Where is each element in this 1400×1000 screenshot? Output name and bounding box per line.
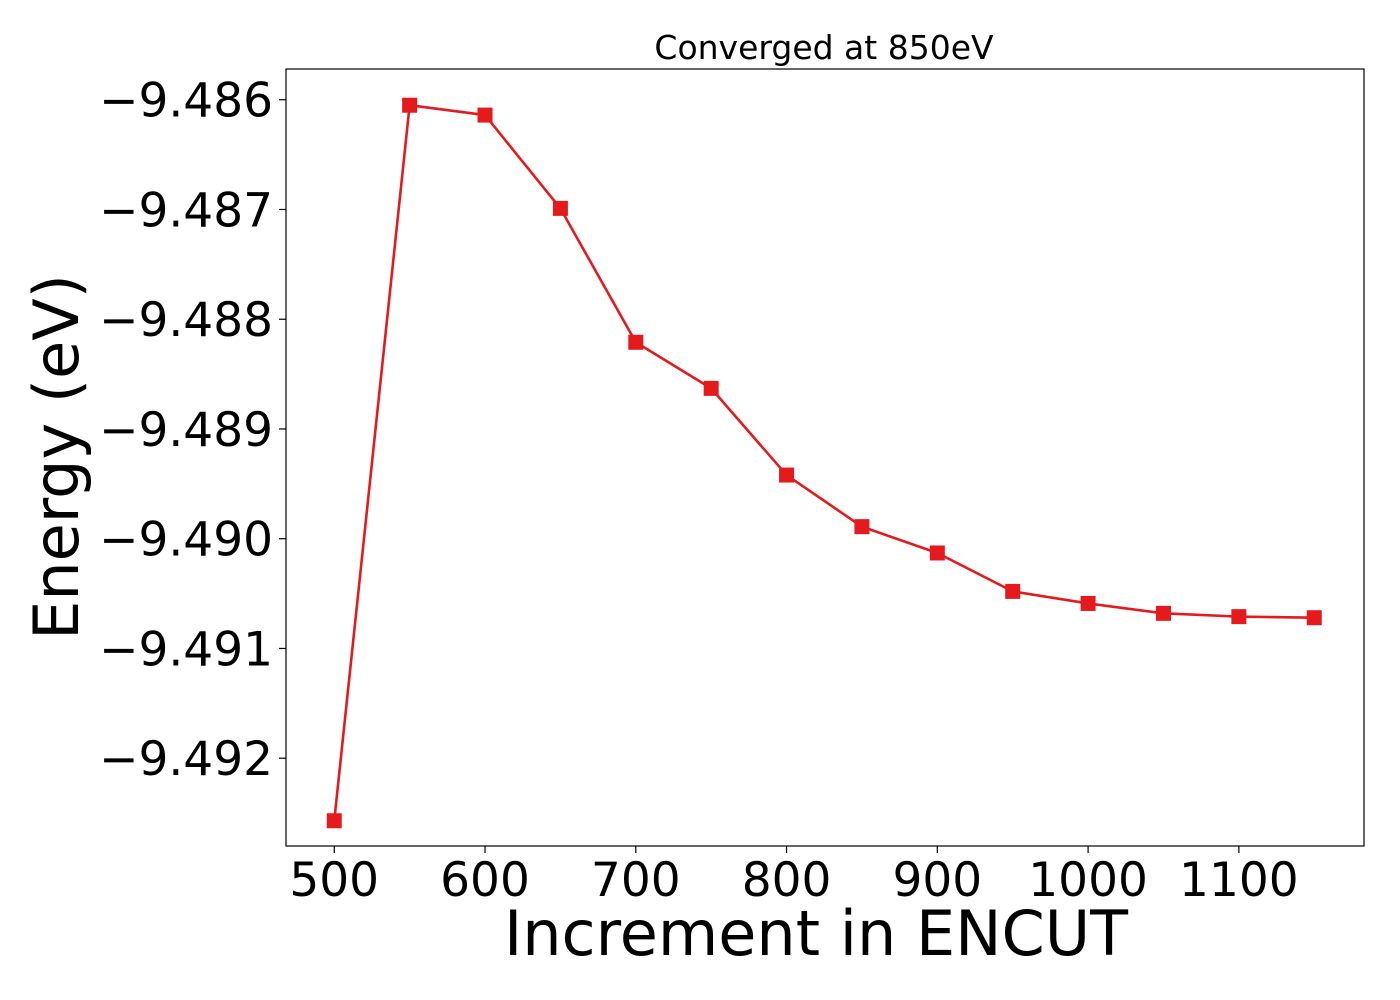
x-tick-label: 900 xyxy=(892,853,982,908)
x-tick-label: 600 xyxy=(440,853,530,908)
chart-title: Converged at 850eV xyxy=(654,28,994,67)
x-axis: 500 600 700 800 900 1000 1100 xyxy=(289,846,1299,908)
series-line xyxy=(332,103,1315,821)
data-point xyxy=(779,467,795,483)
data-point xyxy=(1080,595,1096,611)
y-tick-label: −9.487 xyxy=(99,183,273,238)
x-tick-label: 500 xyxy=(289,853,379,908)
data-point xyxy=(1005,583,1021,599)
plot-frame xyxy=(285,68,1365,847)
x-tick-label: 800 xyxy=(742,853,832,908)
data-point xyxy=(703,380,719,396)
x-tick-label: 1000 xyxy=(1028,853,1148,908)
data-point xyxy=(477,107,493,123)
x-tick-label: 700 xyxy=(591,853,681,908)
x-tick-label: 1100 xyxy=(1179,853,1299,908)
y-axis: −9.486 −9.487 −9.488 −9.489 −9.490 −9.491 −9.4… xyxy=(99,74,286,787)
y-tick-label: −9.486 xyxy=(99,74,273,129)
data-point xyxy=(1231,609,1247,625)
data-point xyxy=(929,545,945,561)
y-tick-label: −9.488 xyxy=(99,293,273,348)
y-tick-label: −9.489 xyxy=(99,403,273,458)
y-tick-label: −9.491 xyxy=(99,622,273,677)
data-point xyxy=(402,97,418,113)
data-point xyxy=(552,200,568,216)
data-point xyxy=(854,519,870,535)
plot-area xyxy=(326,97,1322,829)
x-axis-title: Increment in ENCUT xyxy=(504,897,1129,970)
data-point xyxy=(1306,610,1322,626)
y-tick-label: −9.492 xyxy=(99,732,273,787)
y-axis-title: Energy (eV) xyxy=(20,274,93,640)
data-point xyxy=(326,813,342,829)
y-tick-label: −9.490 xyxy=(99,513,273,568)
data-point xyxy=(1155,605,1171,621)
data-point xyxy=(628,334,644,350)
